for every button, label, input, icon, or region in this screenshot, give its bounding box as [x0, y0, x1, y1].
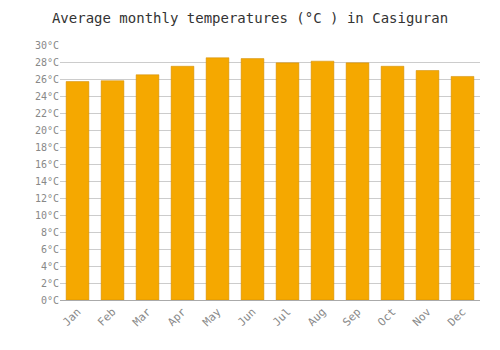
svg-text:0°C: 0°C — [41, 295, 59, 306]
svg-text:6°C: 6°C — [41, 244, 59, 255]
svg-text:Mar: Mar — [130, 305, 154, 329]
svg-text:8°C: 8°C — [41, 227, 59, 238]
svg-text:Feb: Feb — [95, 306, 118, 329]
svg-text:4°C: 4°C — [41, 261, 59, 272]
svg-text:10°C: 10°C — [35, 210, 59, 221]
svg-text:26°C: 26°C — [35, 74, 59, 85]
svg-text:30°C: 30°C — [35, 40, 59, 51]
svg-text:12°C: 12°C — [35, 193, 59, 204]
svg-text:28°C: 28°C — [35, 57, 59, 68]
svg-text:Nov: Nov — [410, 305, 434, 329]
svg-text:22°C: 22°C — [35, 108, 59, 119]
svg-text:Aug: Aug — [305, 306, 328, 329]
svg-text:18°C: 18°C — [35, 142, 59, 153]
svg-text:Average monthly temperatures (: Average monthly temperatures (°C ) in Ca… — [52, 10, 448, 26]
svg-text:Jul: Jul — [270, 306, 293, 329]
svg-text:16°C: 16°C — [35, 159, 59, 170]
svg-text:Sep: Sep — [340, 306, 363, 329]
svg-text:Apr: Apr — [165, 305, 189, 329]
svg-text:14°C: 14°C — [35, 176, 59, 187]
svg-text:24°C: 24°C — [35, 91, 59, 102]
svg-text:Jun: Jun — [235, 306, 258, 329]
svg-text:Dec: Dec — [445, 306, 468, 329]
svg-text:May: May — [200, 305, 224, 329]
svg-text:Jan: Jan — [60, 306, 83, 329]
svg-text:20°C: 20°C — [35, 125, 59, 136]
svg-text:2°C: 2°C — [41, 278, 59, 289]
svg-text:Oct: Oct — [375, 306, 398, 329]
